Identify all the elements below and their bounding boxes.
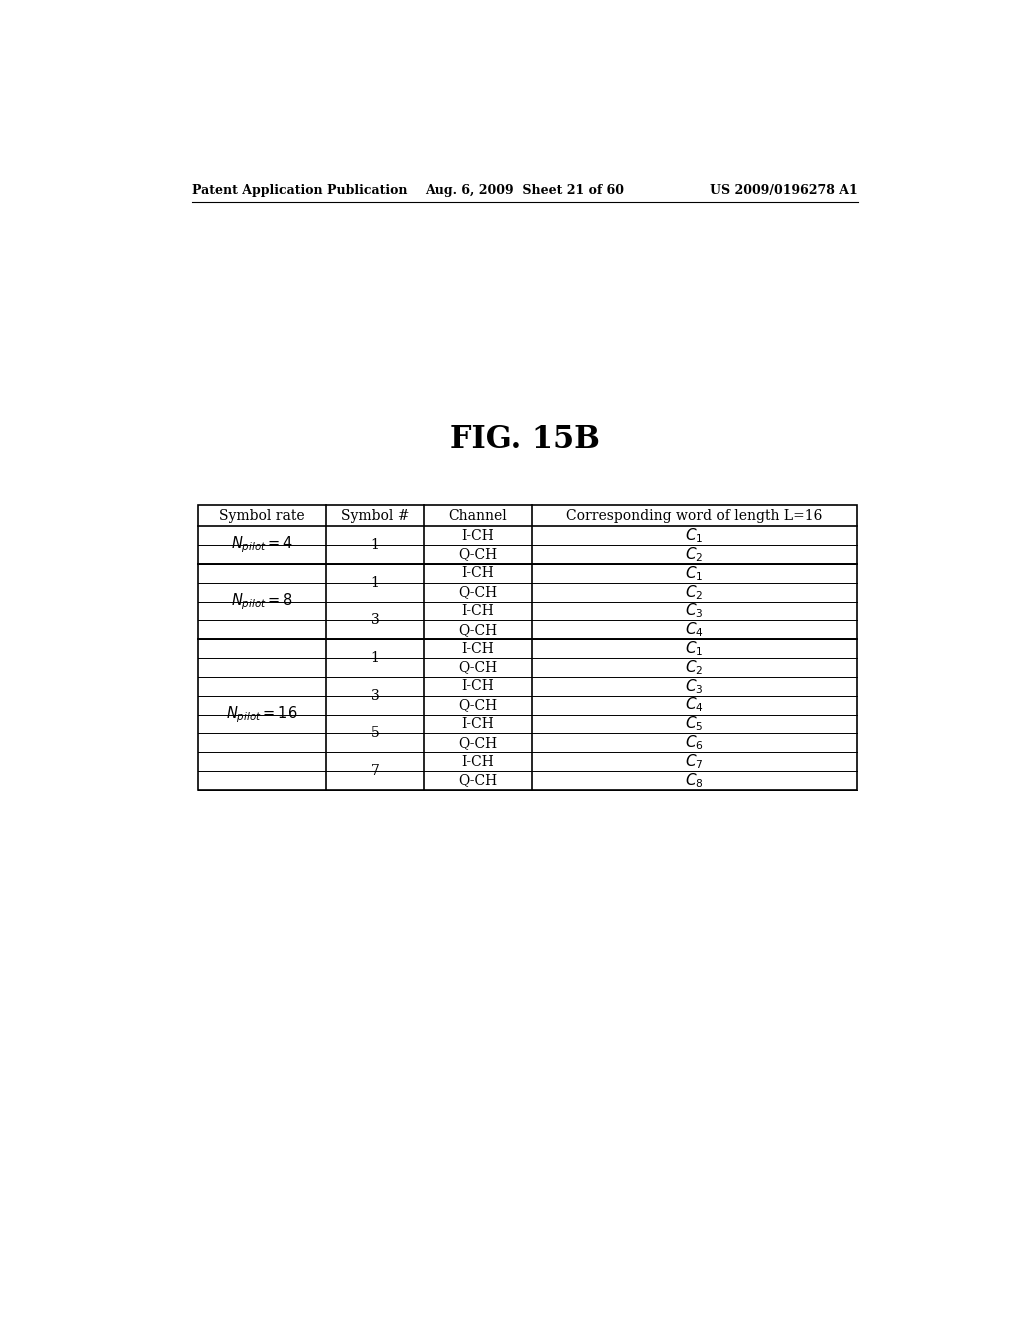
Text: Q-CH: Q-CH xyxy=(459,548,498,561)
Text: $C_1$: $C_1$ xyxy=(685,527,703,545)
Text: Q-CH: Q-CH xyxy=(459,698,498,711)
Text: Patent Application Publication: Patent Application Publication xyxy=(191,185,408,197)
Text: I-CH: I-CH xyxy=(462,605,495,618)
Text: $C_1$: $C_1$ xyxy=(685,564,703,582)
Text: $C_3$: $C_3$ xyxy=(685,677,703,696)
Text: Q-CH: Q-CH xyxy=(459,774,498,788)
Text: I-CH: I-CH xyxy=(462,755,495,768)
Text: $C_5$: $C_5$ xyxy=(685,714,703,734)
Text: $C_3$: $C_3$ xyxy=(685,602,703,620)
Text: 1: 1 xyxy=(371,539,379,552)
Text: $C_2$: $C_2$ xyxy=(685,545,703,564)
Text: Channel: Channel xyxy=(449,508,508,523)
Text: $C_6$: $C_6$ xyxy=(685,734,703,752)
Text: Aug. 6, 2009  Sheet 21 of 60: Aug. 6, 2009 Sheet 21 of 60 xyxy=(425,185,625,197)
Bar xyxy=(198,506,856,789)
Text: $N_{pilot}=16$: $N_{pilot}=16$ xyxy=(226,704,298,725)
Text: Q-CH: Q-CH xyxy=(459,585,498,599)
Text: Q-CH: Q-CH xyxy=(459,660,498,675)
Text: 3: 3 xyxy=(371,614,379,627)
Text: I-CH: I-CH xyxy=(462,717,495,731)
Text: $N_{pilot}=8$: $N_{pilot}=8$ xyxy=(231,591,293,612)
Text: $N_{pilot}=4$: $N_{pilot}=4$ xyxy=(230,535,293,556)
Text: $C_2$: $C_2$ xyxy=(685,659,703,677)
Text: Symbol #: Symbol # xyxy=(341,508,410,523)
Text: $C_8$: $C_8$ xyxy=(685,771,703,789)
Text: I-CH: I-CH xyxy=(462,566,495,581)
Text: $C_4$: $C_4$ xyxy=(685,696,703,714)
Text: $C_7$: $C_7$ xyxy=(685,752,703,771)
Text: 1: 1 xyxy=(371,651,379,665)
Text: 3: 3 xyxy=(371,689,379,702)
Text: I-CH: I-CH xyxy=(462,642,495,656)
Text: $C_2$: $C_2$ xyxy=(685,583,703,602)
Text: Q-CH: Q-CH xyxy=(459,623,498,636)
Text: $C_4$: $C_4$ xyxy=(685,620,703,639)
Text: Symbol rate: Symbol rate xyxy=(219,508,305,523)
Text: FIG. 15B: FIG. 15B xyxy=(450,424,600,455)
Text: I-CH: I-CH xyxy=(462,680,495,693)
Text: 7: 7 xyxy=(371,764,379,777)
Text: 1: 1 xyxy=(371,576,379,590)
Text: 5: 5 xyxy=(371,726,379,741)
Text: US 2009/0196278 A1: US 2009/0196278 A1 xyxy=(711,185,858,197)
Text: Q-CH: Q-CH xyxy=(459,735,498,750)
Text: $C_1$: $C_1$ xyxy=(685,639,703,657)
Text: I-CH: I-CH xyxy=(462,529,495,543)
Text: Corresponding word of length L=16: Corresponding word of length L=16 xyxy=(566,508,822,523)
